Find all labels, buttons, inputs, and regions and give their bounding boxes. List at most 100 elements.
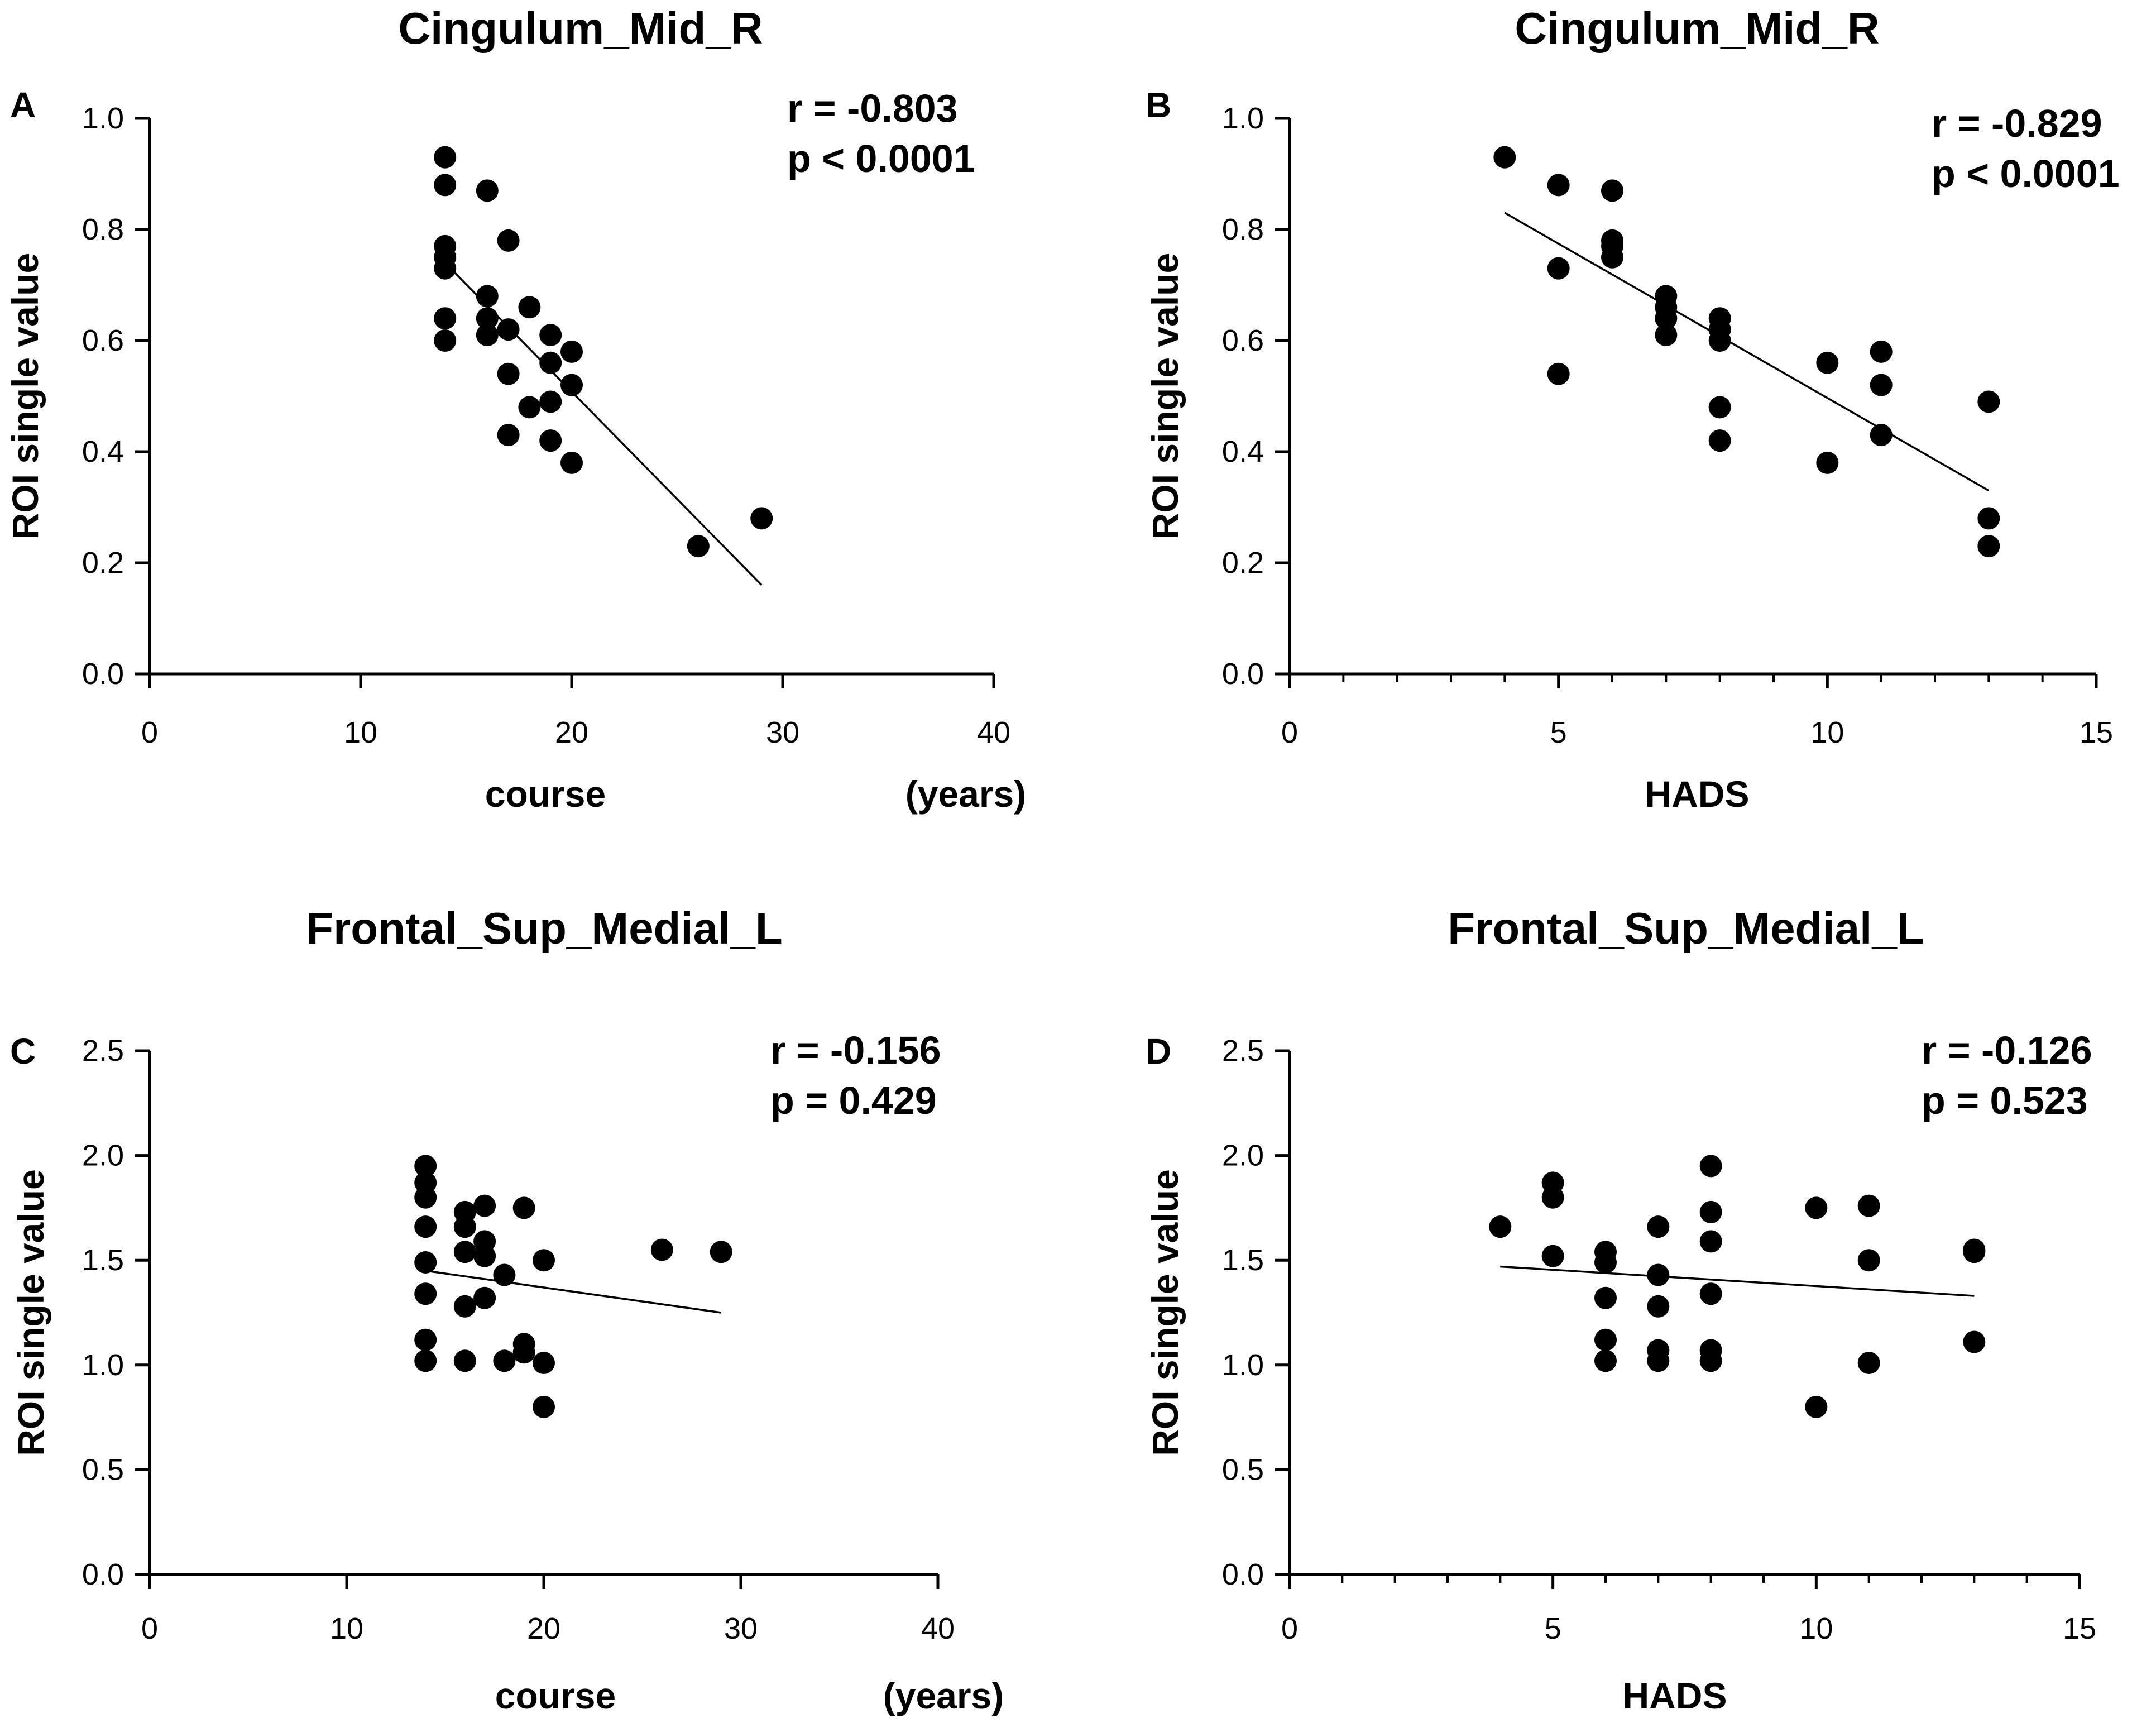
data-point-d	[1647, 1349, 1670, 1372]
data-point-c	[414, 1251, 437, 1274]
data-point-d	[1963, 1241, 1986, 1263]
data-point-c	[414, 1215, 437, 1238]
x-axis-unit-c: (years)	[883, 1675, 1004, 1716]
fit-line-d	[1500, 1265, 1975, 1297]
r-value-a: r = -0.803	[787, 87, 958, 130]
data-point-b	[1547, 174, 1570, 197]
x-axis-label-d: HADS	[1622, 1675, 1727, 1716]
data-point-b	[1977, 507, 2000, 530]
y-tick-label-a: 0.6	[82, 324, 124, 357]
data-point-c	[453, 1349, 476, 1372]
data-point-d	[1594, 1286, 1617, 1309]
data-point-d	[1805, 1196, 1828, 1219]
data-point-b	[1708, 396, 1731, 419]
data-point-d	[1594, 1349, 1617, 1372]
data-point-c	[710, 1241, 732, 1263]
x-tick-label-b: 15	[2080, 716, 2113, 749]
data-point-d	[1857, 1194, 1880, 1217]
x-tick-label-a: 0	[141, 716, 158, 749]
data-point-d	[1647, 1215, 1670, 1238]
data-point-d	[1963, 1330, 1986, 1353]
data-point-c	[453, 1241, 476, 1263]
data-point-c	[533, 1395, 555, 1418]
x-tick-label-c: 10	[330, 1612, 363, 1645]
y-tick-label-a: 0.4	[82, 435, 124, 468]
data-point-d	[1805, 1395, 1828, 1418]
data-point-d	[1541, 1245, 1564, 1267]
x-tick-label-c: 40	[921, 1612, 955, 1645]
data-point-a	[434, 146, 457, 169]
y-tick-label-a: 0.8	[82, 213, 124, 246]
data-point-b	[1708, 429, 1731, 452]
x-axis-unit-a: (years)	[905, 773, 1026, 815]
data-point-b	[1870, 374, 1893, 396]
data-point-b	[1655, 324, 1678, 347]
data-point-a	[539, 390, 562, 413]
x-axis-label-b: HADS	[1645, 773, 1749, 815]
data-point-a	[476, 324, 499, 347]
data-point-a	[560, 374, 583, 396]
y-tick-label-c: 0.5	[82, 1453, 124, 1486]
panel-letter-a: A	[10, 85, 36, 125]
p-value-c: p = 0.429	[770, 1079, 937, 1122]
data-point-d	[1594, 1251, 1617, 1274]
y-tick-label-c: 0.0	[82, 1558, 124, 1591]
data-point-b	[1870, 340, 1893, 363]
data-point-b	[1547, 257, 1570, 280]
x-axis-label-c: course	[495, 1675, 616, 1716]
data-point-a	[434, 257, 457, 280]
data-point-a	[434, 174, 457, 197]
data-point-b	[1977, 390, 2000, 413]
panel-letter-b: B	[1146, 85, 1171, 125]
data-point-a	[497, 229, 520, 252]
x-tick-label-a: 10	[344, 716, 377, 749]
chart-title-d: Frontal_Sup_Medial_L	[1448, 903, 1924, 953]
data-point-b	[1601, 246, 1623, 269]
y-tick-label-d: 1.0	[1222, 1348, 1264, 1382]
data-point-d	[1541, 1186, 1564, 1209]
x-axis-label-a: course	[485, 773, 606, 815]
x-tick-label-d: 15	[2063, 1612, 2096, 1645]
data-point-a	[476, 285, 499, 308]
data-point-c	[414, 1186, 437, 1209]
p-value-b: p < 0.0001	[1932, 152, 2120, 195]
y-tick-label-b: 0.0	[1222, 657, 1264, 691]
data-point-c	[453, 1295, 476, 1318]
chart-title-a: Cingulum_Mid_R	[398, 3, 763, 53]
data-point-d	[1699, 1230, 1722, 1253]
data-point-b	[1870, 424, 1893, 447]
y-tick-label-c: 1.5	[82, 1243, 124, 1277]
y-tick-label-b: 0.4	[1222, 435, 1264, 468]
r-value-d: r = -0.126	[1922, 1028, 2092, 1072]
x-tick-label-b: 10	[1810, 716, 1844, 749]
fit-line-c	[425, 1270, 721, 1314]
data-point-d	[1647, 1263, 1670, 1286]
x-tick-label-c: 30	[724, 1612, 758, 1645]
data-point-c	[493, 1349, 516, 1372]
data-point-a	[560, 451, 583, 474]
panel-letter-d: D	[1146, 1031, 1171, 1071]
data-point-c	[493, 1263, 516, 1286]
data-point-c	[414, 1282, 437, 1305]
data-point-c	[414, 1328, 437, 1351]
y-tick-label-a: 1.0	[82, 102, 124, 135]
data-point-b	[1708, 329, 1731, 352]
y-tick-label-b: 0.2	[1222, 546, 1264, 580]
y-tick-label-c: 2.0	[82, 1139, 124, 1172]
data-point-a	[434, 307, 457, 330]
y-axis-label-b: ROI single value	[1144, 253, 1186, 540]
y-tick-label-d: 2.5	[1222, 1034, 1264, 1068]
data-point-a	[539, 351, 562, 374]
data-point-c	[473, 1194, 496, 1217]
x-tick-label-c: 0	[141, 1612, 158, 1645]
p-value-a: p < 0.0001	[787, 137, 975, 180]
x-tick-label-a: 40	[977, 716, 1010, 749]
data-point-b	[1816, 351, 1839, 374]
r-value-b: r = -0.829	[1932, 102, 2102, 145]
y-axis-label-c: ROI single value	[10, 1169, 51, 1456]
data-point-d	[1489, 1215, 1512, 1238]
data-point-d	[1699, 1200, 1722, 1223]
data-point-a	[434, 329, 457, 352]
data-point-a	[476, 179, 499, 202]
